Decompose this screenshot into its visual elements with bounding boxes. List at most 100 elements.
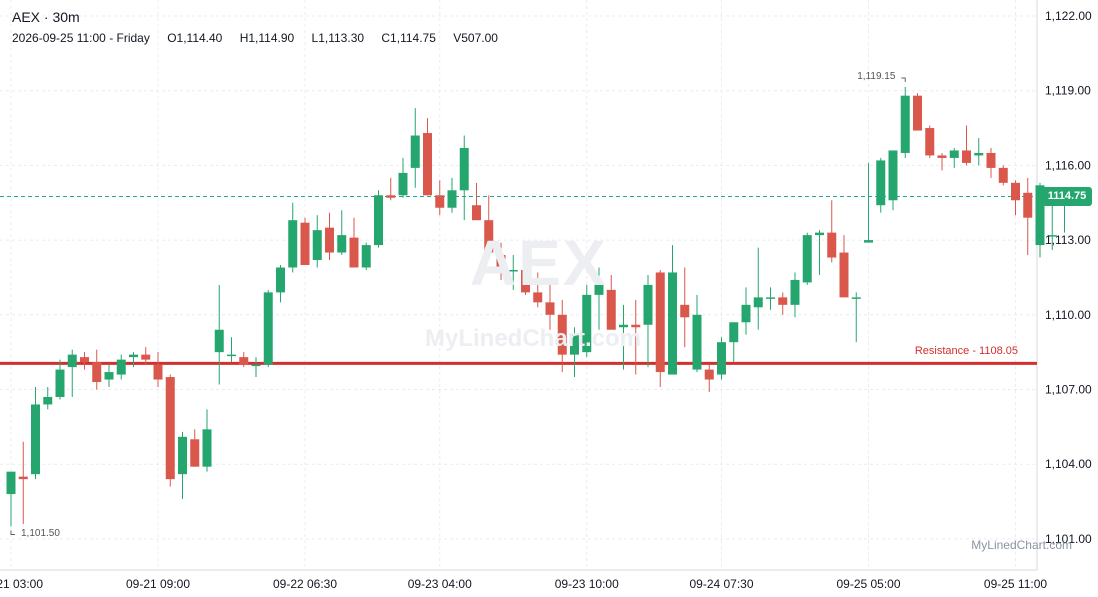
candle bbox=[214, 284, 224, 385]
candle bbox=[998, 165, 1008, 186]
candle bbox=[239, 352, 249, 368]
candle-body bbox=[337, 235, 347, 253]
candle bbox=[141, 347, 151, 365]
candle-body bbox=[790, 279, 800, 305]
candle-body bbox=[655, 272, 665, 373]
candle bbox=[67, 349, 77, 397]
candle bbox=[300, 217, 310, 265]
candle bbox=[80, 352, 89, 370]
candle bbox=[888, 150, 898, 211]
candle-body bbox=[31, 404, 40, 475]
candle bbox=[900, 86, 910, 158]
low-marker bbox=[10, 530, 15, 535]
candles[interactable] bbox=[6, 86, 1070, 527]
candle-body bbox=[447, 190, 457, 208]
candle bbox=[815, 230, 824, 275]
candle bbox=[190, 429, 200, 467]
candle-body bbox=[876, 160, 886, 206]
candle-body bbox=[325, 227, 334, 253]
candle-body bbox=[116, 359, 126, 375]
candle bbox=[178, 431, 187, 500]
candle-body bbox=[459, 147, 469, 191]
brand-watermark: MyLinedChart.com bbox=[971, 538, 1072, 552]
candle-body bbox=[851, 297, 861, 299]
candle bbox=[325, 212, 334, 261]
y-tick-label: 1,107.00 bbox=[1045, 383, 1092, 397]
high-marker bbox=[901, 77, 906, 82]
candle-body bbox=[839, 252, 849, 298]
candle-body bbox=[1035, 185, 1045, 246]
candle bbox=[631, 299, 641, 375]
candle-body bbox=[410, 135, 420, 168]
x-tick-label: 09-23 04:00 bbox=[408, 577, 472, 591]
candle-body bbox=[631, 324, 641, 328]
candle bbox=[925, 125, 935, 158]
candle-body bbox=[251, 364, 261, 367]
candle-body bbox=[998, 167, 1008, 183]
y-tick-label: 1,110.00 bbox=[1045, 308, 1091, 322]
candle bbox=[753, 247, 763, 330]
candle bbox=[851, 292, 861, 343]
candle bbox=[374, 190, 383, 248]
candle bbox=[55, 359, 65, 400]
candle-body bbox=[900, 95, 910, 153]
x-tick-label: 09-21 03:00 bbox=[0, 577, 43, 591]
close-readout: C1,114.75 bbox=[381, 31, 436, 45]
candle bbox=[533, 272, 543, 308]
candle bbox=[1023, 177, 1033, 256]
candle-body bbox=[423, 133, 432, 196]
candle bbox=[962, 125, 971, 166]
candle-body bbox=[214, 329, 224, 353]
candle-body bbox=[778, 297, 788, 305]
candle-body bbox=[361, 245, 371, 268]
candle-body bbox=[704, 369, 714, 380]
candle bbox=[361, 242, 371, 270]
candle-body bbox=[300, 222, 310, 265]
candle bbox=[116, 354, 126, 380]
candle-body bbox=[937, 155, 947, 158]
candle-body bbox=[80, 357, 89, 363]
candle-body bbox=[190, 439, 200, 467]
candle bbox=[386, 177, 396, 201]
candle-body bbox=[435, 195, 445, 208]
candle-body bbox=[263, 292, 273, 365]
candle bbox=[202, 409, 212, 472]
candle bbox=[619, 304, 628, 370]
candle bbox=[839, 235, 849, 298]
candle-body bbox=[888, 150, 898, 201]
candle bbox=[276, 265, 285, 303]
candle bbox=[790, 272, 800, 318]
candle bbox=[423, 118, 432, 196]
candle bbox=[606, 274, 616, 330]
candle-body bbox=[729, 322, 739, 343]
candle bbox=[545, 282, 555, 330]
candle-body bbox=[557, 314, 567, 355]
candle-body bbox=[594, 284, 604, 295]
candle-body bbox=[92, 362, 102, 383]
x-tick-label: 09-21 09:00 bbox=[126, 577, 190, 591]
candle-body bbox=[398, 172, 408, 196]
candle bbox=[31, 387, 40, 480]
candle bbox=[251, 357, 261, 378]
candle-body bbox=[165, 377, 175, 480]
candle-body bbox=[717, 342, 726, 375]
candle-body bbox=[153, 364, 163, 380]
candle bbox=[6, 471, 16, 527]
candle bbox=[312, 215, 322, 268]
candle bbox=[643, 274, 653, 368]
candle bbox=[937, 152, 947, 171]
candle-body bbox=[349, 237, 359, 268]
candle-body bbox=[913, 95, 922, 131]
candle bbox=[802, 232, 812, 285]
candle-body bbox=[606, 289, 616, 330]
candle bbox=[459, 135, 469, 221]
candle-body bbox=[986, 152, 996, 168]
y-tick-label: 1,122.00 bbox=[1045, 9, 1092, 23]
candle-body bbox=[619, 324, 628, 328]
candle bbox=[263, 289, 273, 368]
candle-body bbox=[1023, 192, 1033, 218]
candle bbox=[508, 255, 518, 290]
open-readout: O1,114.40 bbox=[167, 31, 223, 45]
candle-body bbox=[570, 334, 579, 355]
